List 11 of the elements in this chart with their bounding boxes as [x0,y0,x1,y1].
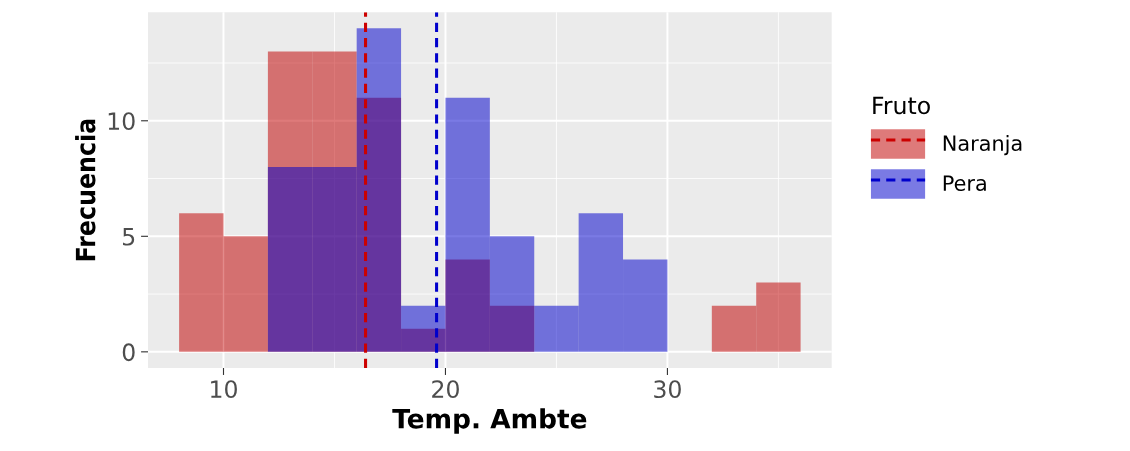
x-tick-label: 20 [432,380,459,399]
legend-label: Naranja [943,134,1022,156]
y-axis-title: Frecuencia [75,119,96,261]
x-axis-title: Temp. Ambte [392,408,587,434]
y-tick-label: 0 [122,343,135,362]
y-tick-label: 5 [123,228,135,246]
x-tick-label: 10 [211,380,237,399]
x-tick-label: 30 [654,380,681,399]
legend-label: Pera [943,175,986,191]
legend-title: Fruto [873,96,930,115]
y-tick-label: 10 [108,112,135,131]
